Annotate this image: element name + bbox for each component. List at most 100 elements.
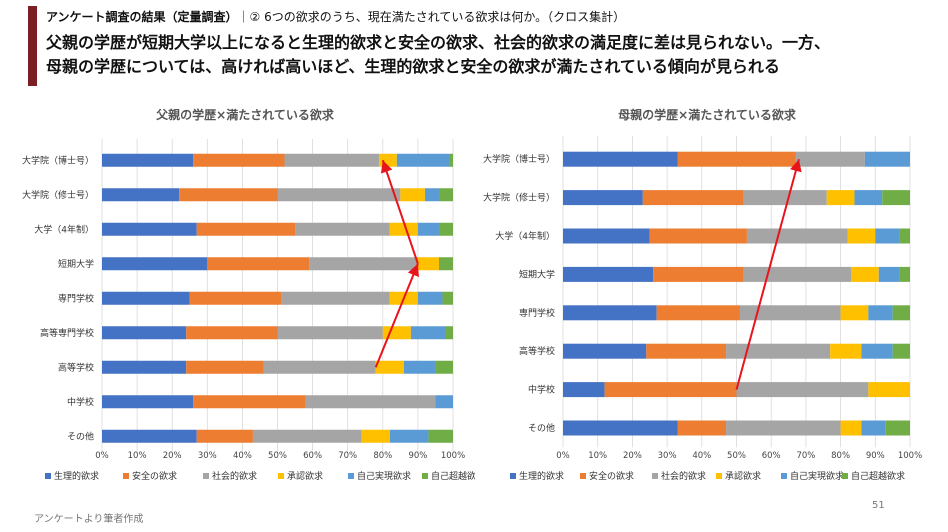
bar-segment	[649, 228, 747, 244]
category-label: 専門学校	[519, 307, 555, 319]
header-label-row: アンケート調査の結果（定量調査）｜② 6つの欲求のうち、現在満たされている欲求は…	[46, 8, 936, 25]
legend-label: 生理的欲求	[54, 470, 99, 482]
bar-segment	[196, 222, 296, 236]
bar-segment	[864, 151, 910, 167]
legend-swatch	[123, 473, 129, 479]
chart-title: 母親の学歴×満たされている欲求	[618, 107, 797, 122]
bar-segment	[868, 305, 893, 321]
legend-label: 承認欲求	[725, 470, 761, 482]
bar-segment	[102, 291, 190, 305]
category-label: 高等学校	[519, 345, 555, 357]
bar-segment	[868, 382, 910, 398]
bar-segment	[196, 429, 253, 443]
bar-segment	[899, 228, 910, 244]
bar-segment	[445, 326, 453, 340]
bar-segment	[400, 188, 425, 202]
bar-segment	[417, 222, 439, 236]
legend-swatch	[348, 473, 354, 479]
bar-segment	[361, 429, 390, 443]
bar-segment	[677, 151, 796, 167]
accent-bar	[28, 6, 37, 86]
bar-segment	[396, 153, 450, 167]
bar-segment	[449, 153, 453, 167]
bar-segment	[746, 228, 848, 244]
bar-segment	[656, 305, 740, 321]
bar-segment	[102, 395, 194, 409]
category-label: 高等専門学校	[40, 327, 94, 339]
bar-segment	[739, 305, 841, 321]
bar-segment	[102, 257, 208, 271]
headline-line-2: 母親の学歴については、高ければ高いほど、生理的欲求と安全の欲求が満たされている傾…	[46, 57, 780, 76]
bar-segment	[186, 360, 264, 374]
bar-segment	[882, 190, 910, 206]
category-label: 短期大学	[58, 258, 94, 270]
bar-segment	[563, 420, 678, 436]
bar-segment	[435, 395, 453, 409]
legend-swatch	[580, 473, 586, 479]
x-tick-label: 80%	[373, 451, 392, 461]
bar-segment	[847, 228, 876, 244]
bar-segment	[563, 151, 678, 167]
bar-segment	[179, 188, 278, 202]
x-tick-label: 50%	[727, 451, 746, 461]
legend-label: 社会的欲求	[661, 470, 706, 482]
x-tick-label: 10%	[588, 451, 607, 461]
category-label: 大学院（修士号）	[483, 192, 555, 204]
bar-segment	[899, 266, 910, 282]
legend-label: 安全の欲求	[132, 470, 177, 482]
bar-segment	[892, 343, 910, 359]
x-tick-label: 0%	[95, 451, 109, 461]
bar-segment	[375, 360, 404, 374]
x-tick-label: 100%	[441, 451, 465, 461]
bar-segment	[305, 395, 436, 409]
bar-segment	[438, 257, 453, 271]
page-number: 51	[872, 500, 885, 511]
bar-segment	[207, 257, 310, 271]
bar-segment	[726, 420, 841, 436]
legend-label: 社会的欲求	[212, 470, 257, 482]
bar-segment	[563, 305, 657, 321]
bar-segment	[102, 153, 194, 167]
category-label: 中学校	[528, 384, 555, 396]
bar-segment	[563, 382, 605, 398]
bar-segment	[189, 291, 282, 305]
bar-segment	[830, 343, 862, 359]
x-tick-label: 90%	[866, 451, 885, 461]
x-tick-label: 90%	[408, 451, 427, 461]
bar-segment	[563, 343, 647, 359]
bar-segment	[826, 190, 855, 206]
x-tick-label: 20%	[623, 451, 642, 461]
bar-segment	[263, 360, 376, 374]
bar-segment	[417, 291, 443, 305]
legend-swatch	[278, 473, 284, 479]
bar-segment	[382, 326, 411, 340]
bar-segment	[438, 188, 453, 202]
x-tick-label: 30%	[658, 451, 677, 461]
x-tick-label: 70%	[796, 451, 815, 461]
bar-segment	[379, 153, 397, 167]
bar-segment	[389, 222, 418, 236]
category-label: 大学（4年制）	[495, 230, 555, 242]
bar-segment	[885, 420, 910, 436]
category-label: 専門学校	[58, 292, 94, 304]
x-tick-label: 60%	[303, 451, 322, 461]
legend-swatch	[652, 473, 658, 479]
x-tick-label: 80%	[831, 451, 850, 461]
slide-header: アンケート調査の結果（定量調査）｜② 6つの欲求のうち、現在満たされている欲求は…	[46, 8, 936, 79]
bar-segment	[875, 228, 900, 244]
bar-segment	[840, 305, 869, 321]
legend-label: 自己超越欲求	[431, 470, 475, 482]
bar-segment	[102, 188, 180, 202]
headline: 父親の学歴が短期大学以上になると生理的欲求と安全の欲求、社会的欲求の満足度に差は…	[46, 31, 936, 79]
legend-label: 自己実現欲求	[357, 470, 411, 482]
trend-arrow	[735, 158, 802, 390]
bar-segment	[646, 343, 727, 359]
legend-swatch	[510, 473, 516, 479]
category-label: 中学校	[67, 396, 94, 408]
bar-segment	[424, 188, 439, 202]
bar-segment	[281, 291, 390, 305]
legend-swatch	[422, 473, 428, 479]
bar-segment	[736, 382, 869, 398]
category-label: 大学院（修士号）	[22, 189, 94, 201]
category-label: その他	[528, 422, 555, 434]
